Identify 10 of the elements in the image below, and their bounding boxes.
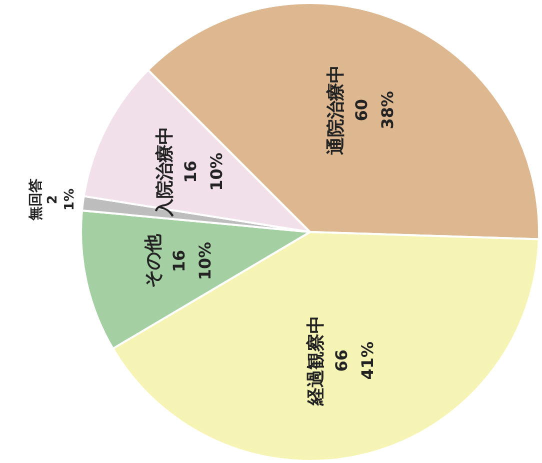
slice-label: 通院治療中 (325, 65, 346, 156)
data-label: 66 41% (332, 342, 378, 380)
slice-label: その他 (143, 232, 164, 288)
slice-label: 経過観察中 (306, 316, 327, 407)
data-label: 2 1% (46, 188, 78, 211)
data-label: 60 38% (352, 90, 397, 130)
data-label: 16 10% (180, 152, 226, 191)
data-label: 16 10% (170, 242, 215, 280)
slice-label: 無回答 (28, 178, 44, 222)
slice-label: 入院治療中 (154, 126, 176, 218)
